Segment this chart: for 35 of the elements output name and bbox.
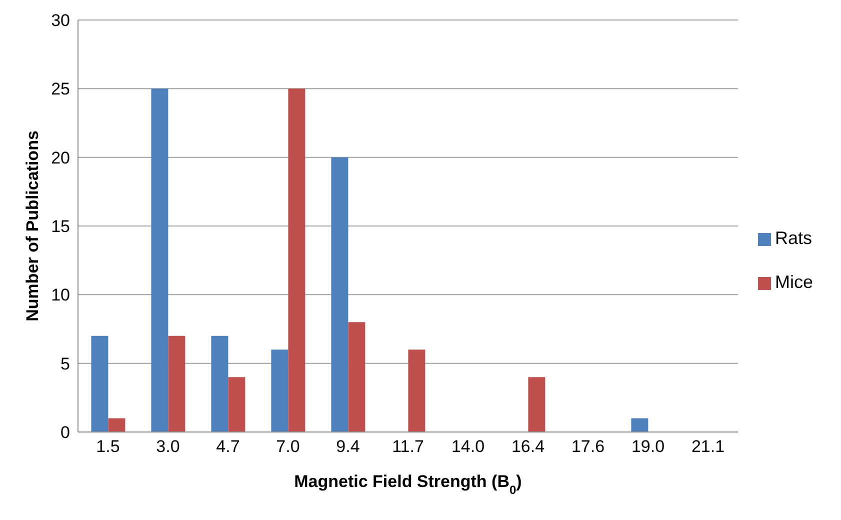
bar [168,336,186,432]
x-tick-label: 1.5 [96,437,120,456]
legend-label: Rats [774,228,812,248]
bar [228,377,246,432]
y-tick-label: 0 [60,423,70,442]
y-tick-label: 15 [51,217,70,236]
bar [211,336,228,432]
x-tick-label: 21.1 [691,437,725,456]
x-tick-label: 7.0 [276,437,300,456]
y-tick-label: 10 [51,286,70,305]
y-tick-label: 25 [51,80,70,99]
x-axis-title: Magnetic Field Strength (B$_{0}$) [294,472,522,497]
y-tick-label: 20 [51,148,70,168]
bar [288,88,306,432]
y-axis-title: Number of Publications [23,130,42,322]
bar [108,418,126,432]
y-tick-label: 30 [51,11,70,30]
y-tick-label: 5 [60,354,70,374]
x-tick-label: 3.0 [156,437,180,456]
bar [271,350,288,432]
x-tick-label: 19.0 [631,437,665,456]
x-tick-label: 14.0 [451,437,485,456]
x-tick-label: 17.6 [571,437,605,456]
bar [408,350,426,432]
bar [331,157,348,432]
bar [91,336,108,432]
x-tick-label: 4.7 [216,437,240,456]
bar [528,377,546,432]
bar [151,88,168,432]
bar [348,322,366,432]
x-tick-label: 9.4 [336,437,360,456]
legend-label: Mice [774,272,813,292]
x-tick-label: 11.7 [392,437,424,456]
bar [631,418,648,432]
x-tick-label: 16.4 [511,437,545,456]
